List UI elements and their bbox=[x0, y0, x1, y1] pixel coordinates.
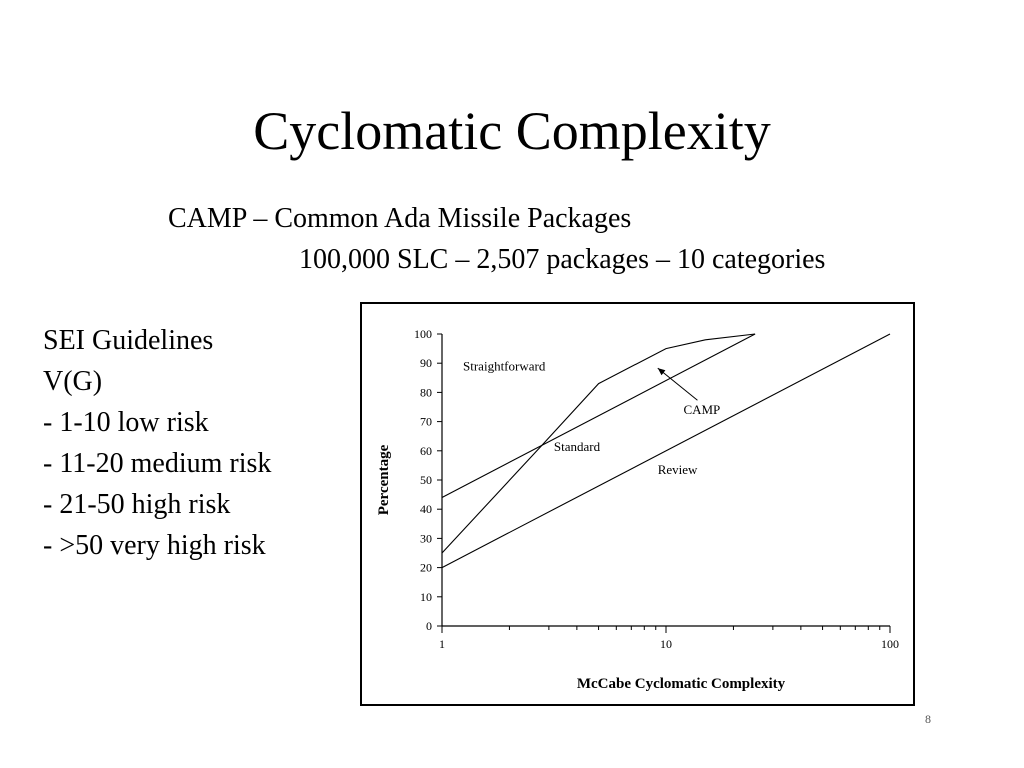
y-tick-label-80: 80 bbox=[420, 385, 432, 399]
region-label-straightforward: Straightforward bbox=[463, 359, 546, 374]
x-tick-label-10: 10 bbox=[660, 637, 672, 651]
annotations bbox=[657, 367, 698, 401]
y-tick-label-0: 0 bbox=[426, 619, 432, 633]
guidelines-metric: V(G) bbox=[43, 366, 103, 397]
series-line-2 bbox=[441, 333, 891, 569]
chart-frame: 0 10 20 30 40 50 60 70 80 90 100 1 10 100 McCabe Cycl… bbox=[360, 302, 915, 706]
guidelines-heading: SEI Guidelines bbox=[43, 325, 214, 356]
series-line-camp bbox=[441, 333, 756, 554]
series-lines bbox=[441, 333, 891, 569]
guidelines-list: SEI Guidelines V(G) - 1-10 low risk - 11… bbox=[43, 320, 271, 566]
slide-title: Cyclomatic Complexity bbox=[253, 101, 771, 161]
region-label-standard: Standard bbox=[554, 439, 601, 454]
guideline-medium-risk: - 11-20 medium risk bbox=[43, 448, 272, 479]
series-line-1 bbox=[441, 333, 756, 498]
guideline-low-risk: - 1-10 low risk bbox=[43, 407, 209, 438]
guideline-very-high-risk: - >50 very high risk bbox=[43, 530, 266, 561]
y-tick-label-30: 30 bbox=[420, 531, 432, 545]
y-axis-label: Percentage bbox=[376, 444, 392, 515]
y-tick-label-100: 100 bbox=[414, 327, 432, 341]
y-tick-label-60: 60 bbox=[420, 444, 432, 458]
y-tick-label-10: 10 bbox=[420, 590, 432, 604]
guideline-high-risk: - 21-50 high risk bbox=[43, 489, 231, 520]
subtitle-line-2: 100,000 SLC – 2,507 packages – 10 catego… bbox=[299, 244, 826, 275]
y-tick-label-70: 70 bbox=[420, 415, 432, 429]
x-tick-label-1: 1 bbox=[439, 637, 445, 651]
x-tick-label-100: 100 bbox=[881, 637, 899, 651]
subtitle-line-1: CAMP – Common Ada Missile Packages bbox=[168, 203, 632, 234]
y-tick-label-20: 20 bbox=[420, 561, 432, 575]
y-tick-label-50: 50 bbox=[420, 473, 432, 487]
x-axis-label: McCabe Cyclomatic Complexity bbox=[577, 676, 786, 692]
y-tick-label-40: 40 bbox=[420, 502, 432, 516]
y-tick-label-90: 90 bbox=[420, 356, 432, 370]
region-label-review: Review bbox=[658, 462, 698, 477]
camp-annotation-label: CAMP bbox=[683, 402, 720, 417]
camp-annotation-arrow bbox=[657, 367, 698, 401]
camp-annotation-arrowhead bbox=[657, 368, 666, 376]
page-number: 8 bbox=[925, 712, 931, 726]
